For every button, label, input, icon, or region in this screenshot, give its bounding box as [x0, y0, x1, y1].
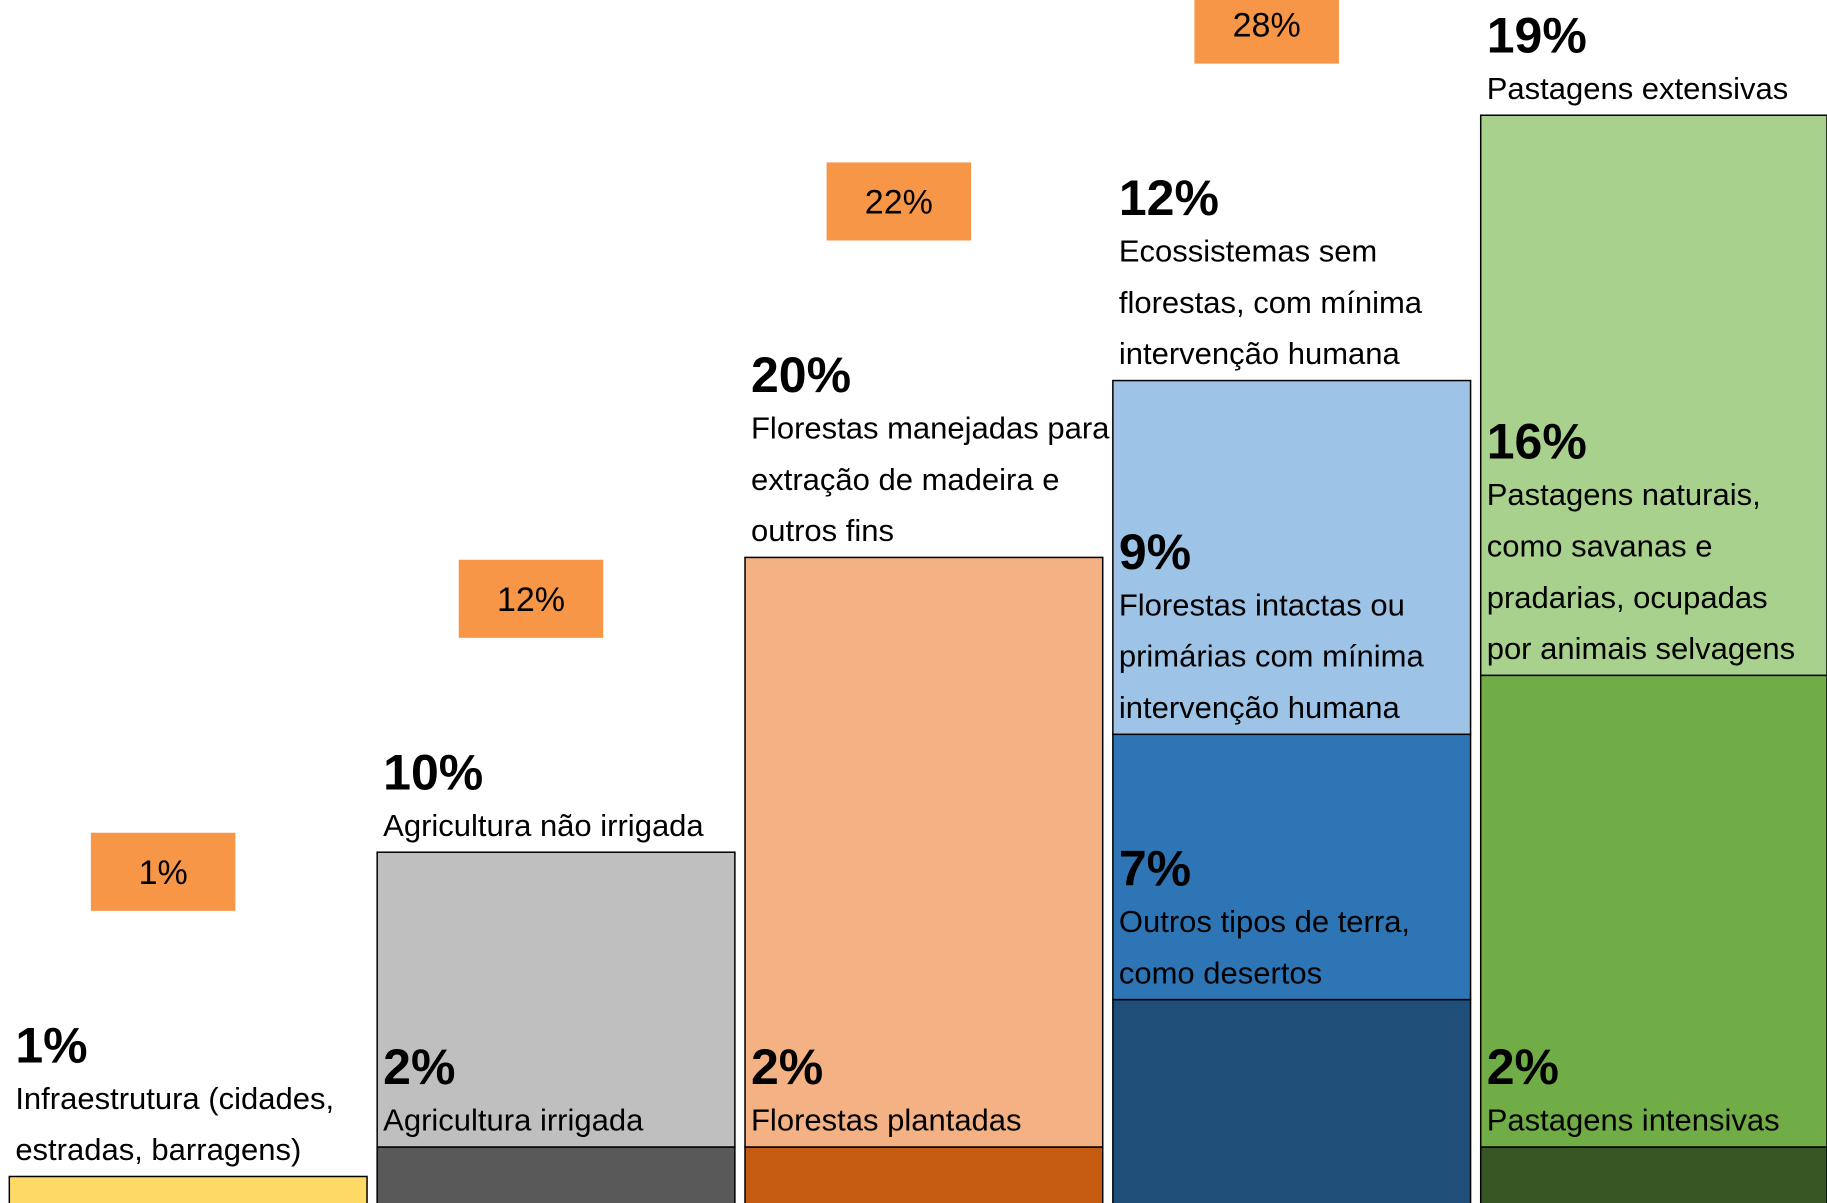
value-label: 1% — [15, 1017, 87, 1073]
value-label: 2% — [751, 1039, 823, 1095]
segment-label: pradarias, ocupadas — [1487, 580, 1768, 615]
bar-segment — [1112, 998, 1472, 1203]
segment-label: Florestas plantadas — [751, 1103, 1022, 1138]
segment-label: Pastagens extensivas — [1487, 71, 1789, 106]
value-label: 19% — [1487, 7, 1587, 63]
segment-label: Agricultura não irrigada — [383, 808, 704, 843]
segment-label: Agricultura irrigada — [383, 1103, 644, 1138]
total-box — [90, 832, 236, 911]
segment-label: extração de madeira e — [751, 462, 1059, 497]
bar-segment — [744, 556, 1104, 1148]
segment-label: Florestas manejadas para — [751, 411, 1110, 446]
bar-segment — [1479, 114, 1827, 677]
bar-segment — [744, 1146, 1104, 1203]
segment-label: Pastagens naturais, — [1487, 477, 1761, 512]
bar-segment — [1479, 1146, 1827, 1203]
total-label: 22% — [865, 183, 933, 221]
value-label: 16% — [1487, 414, 1587, 470]
segment-label: por animais selvagens — [1487, 631, 1795, 666]
total-label: 12% — [497, 581, 565, 619]
value-label: 2% — [1487, 1039, 1559, 1095]
segment-label: como desertos — [1119, 955, 1322, 990]
value-label: 7% — [1119, 840, 1191, 896]
total-box — [1194, 0, 1339, 64]
segment-label: Pastagens intensivas — [1487, 1103, 1780, 1138]
segment-label: Outros tipos de terra, — [1119, 904, 1410, 939]
value-label: 20% — [751, 347, 851, 403]
bar-segment — [1479, 674, 1827, 1148]
segment-label: Ecossistemas sem — [1119, 234, 1377, 269]
value-label: 10% — [383, 744, 483, 800]
bar-segment — [1112, 379, 1472, 736]
total-label: 1% — [139, 854, 188, 892]
bar-segment — [376, 851, 736, 1148]
bar-segment — [376, 1146, 736, 1203]
total-label: 28% — [1233, 7, 1301, 45]
segment-label: intervenção humana — [1119, 336, 1401, 371]
segment-label: outros fins — [751, 513, 894, 548]
bar-segment — [8, 1175, 368, 1203]
segment-label: florestas, com mínima — [1119, 285, 1423, 320]
value-label: 12% — [1119, 170, 1219, 226]
segment-label: Florestas intactas ou — [1119, 587, 1405, 622]
total-box — [826, 162, 972, 241]
segment-label: primárias com mínima — [1119, 639, 1425, 674]
segment-label: Infraestrutura (cidades, — [15, 1081, 334, 1116]
segment-label: intervenção humana — [1119, 690, 1401, 725]
bar-segment — [1112, 733, 1472, 1001]
segment-label: como savanas e — [1487, 528, 1713, 563]
total-box — [458, 559, 604, 638]
segment-label: estradas, barragens) — [15, 1132, 301, 1167]
value-label: 2% — [383, 1039, 455, 1095]
value-label: 9% — [1119, 524, 1191, 580]
